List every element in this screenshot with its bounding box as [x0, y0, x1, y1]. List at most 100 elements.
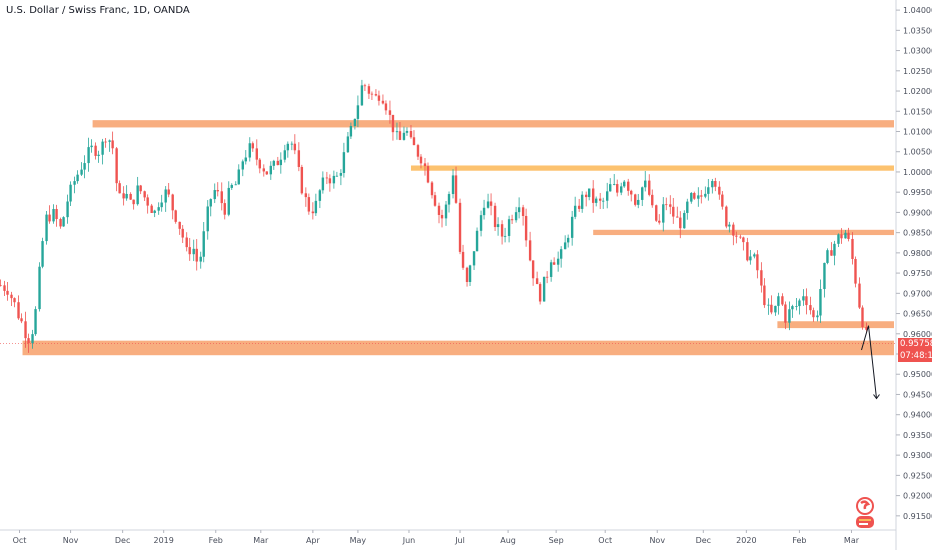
- candle-body: [346, 136, 350, 153]
- candle-body: [594, 198, 598, 203]
- candle-body: [644, 180, 647, 188]
- candle-body: [374, 94, 378, 96]
- candle-body: [795, 306, 798, 307]
- candle-body: [556, 258, 560, 265]
- candle-body: [648, 180, 651, 195]
- candle-body: [370, 93, 374, 95]
- time-tick-label: Sep: [549, 536, 564, 545]
- candle-body: [819, 289, 822, 316]
- candle-body: [27, 338, 30, 344]
- candle-body: [321, 177, 325, 191]
- candle-body: [297, 150, 301, 167]
- candle-body: [300, 166, 304, 194]
- current-price-label: 0.95758: [898, 337, 932, 350]
- candle-body: [472, 251, 476, 266]
- time-tick-label: Jun: [402, 536, 416, 545]
- candle-body: [774, 305, 777, 313]
- candle-body: [711, 181, 714, 188]
- candle-body: [181, 228, 184, 238]
- time-tick-label: Oct: [13, 536, 27, 545]
- candle-body: [444, 204, 448, 219]
- candle-body: [45, 214, 48, 242]
- candle-body: [216, 190, 219, 192]
- candle-body: [416, 145, 420, 157]
- candle-body: [349, 125, 353, 137]
- candle-body: [87, 147, 90, 164]
- candle-body: [160, 202, 163, 208]
- candle-body: [545, 276, 549, 278]
- candle-body: [419, 156, 423, 164]
- arrow-line: [861, 325, 878, 399]
- candle-body: [503, 235, 507, 237]
- candle-body: [542, 276, 546, 302]
- candle-body: [38, 266, 41, 310]
- candle-body: [528, 240, 532, 261]
- candle-body: [683, 212, 686, 229]
- candle-body: [605, 191, 609, 201]
- candle-body: [454, 175, 458, 203]
- candle-body: [304, 193, 308, 198]
- candle-body: [311, 211, 315, 214]
- candle-body: [798, 300, 801, 307]
- candle-body: [136, 185, 139, 205]
- candle-body: [31, 334, 34, 344]
- time-tick-label: Aug: [500, 536, 516, 545]
- candle-body: [66, 201, 69, 218]
- candle-body: [847, 232, 850, 239]
- candle-body: [255, 148, 258, 160]
- candle-body: [6, 290, 9, 295]
- candle-body: [293, 143, 297, 151]
- candle-body: [601, 200, 605, 202]
- candle-body: [791, 306, 794, 310]
- projection-arrow: [861, 325, 880, 400]
- zone-4: [22, 340, 894, 356]
- candle-body: [531, 260, 535, 279]
- candle-body: [573, 205, 577, 217]
- candle-body: [662, 204, 665, 223]
- candle-body: [584, 194, 588, 198]
- candle-body: [634, 194, 637, 205]
- candle-body: [833, 243, 836, 256]
- candle-body: [549, 262, 553, 277]
- candle-body: [262, 168, 266, 172]
- tradingview-logo[interactable]: [852, 497, 878, 531]
- candle-body: [286, 143, 290, 151]
- time-tick-label: 2019: [154, 536, 174, 545]
- candle-body: [192, 248, 195, 255]
- candle-body: [342, 152, 346, 173]
- candle-body: [227, 187, 230, 215]
- candle-body: [3, 285, 6, 291]
- time-tick-label: Nov: [63, 536, 79, 545]
- candle-body: [328, 178, 332, 184]
- candle-body: [24, 321, 27, 339]
- candle-body: [697, 195, 700, 199]
- candle-body: [686, 201, 689, 213]
- candle-body: [767, 304, 770, 306]
- candle-body: [290, 143, 294, 145]
- candle-body: [517, 207, 521, 213]
- zone-1: [410, 165, 894, 171]
- candle-body: [279, 159, 283, 166]
- candle-body: [760, 270, 763, 286]
- candle-body: [580, 194, 584, 209]
- candle-body: [388, 110, 392, 115]
- time-tick-label: Apr: [306, 536, 321, 545]
- candle-body: [707, 187, 710, 194]
- candle-body: [665, 204, 668, 206]
- candle-body: [241, 161, 244, 170]
- candle-body: [73, 181, 76, 185]
- price-tick-label: 1.03000: [903, 47, 932, 56]
- candle-body: [858, 283, 861, 308]
- candle-body: [479, 215, 483, 231]
- candle-body: [164, 189, 167, 203]
- candle-body: [732, 224, 735, 236]
- candle-body: [816, 315, 819, 318]
